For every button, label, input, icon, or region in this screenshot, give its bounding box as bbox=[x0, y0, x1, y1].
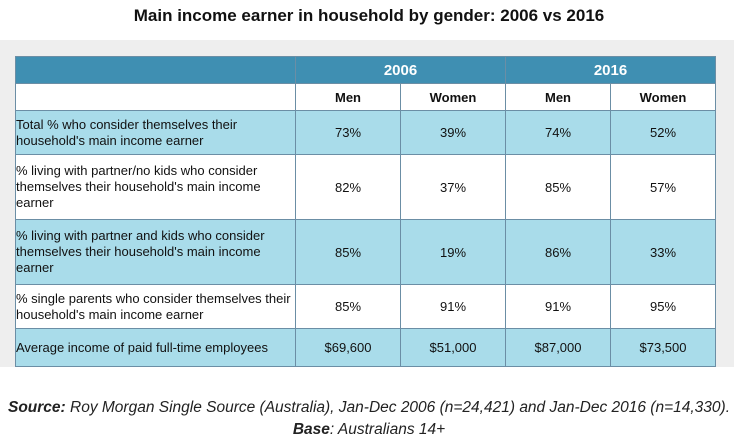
table-cell: $51,000 bbox=[400, 328, 506, 367]
table-row: % living with partner and kids who consi… bbox=[15, 219, 716, 285]
table-cell: 73% bbox=[295, 110, 401, 155]
table-row: % living with partner/no kids who consid… bbox=[15, 154, 716, 220]
row-label: Average income of paid full-time employe… bbox=[15, 328, 296, 367]
table-title: Main income earner in household by gende… bbox=[133, 6, 605, 25]
table-cell: 85% bbox=[505, 154, 611, 220]
gender-header-row: Men Women Men Women bbox=[15, 83, 716, 111]
year-header-row: 2006 2016 bbox=[15, 56, 716, 84]
table-row: Average income of paid full-time employe… bbox=[15, 328, 716, 367]
table-cell: 19% bbox=[400, 219, 506, 285]
row-label: % living with partner/no kids who consid… bbox=[15, 154, 296, 220]
column-header: Women bbox=[610, 83, 716, 111]
table-cell: 37% bbox=[400, 154, 506, 220]
column-header: Women bbox=[400, 83, 506, 111]
table-row: % single parents who consider themselves… bbox=[15, 284, 716, 329]
column-header: Men bbox=[505, 83, 611, 111]
table-cell: $87,000 bbox=[505, 328, 611, 367]
table-cell: 33% bbox=[610, 219, 716, 285]
data-table: 2006 2016 Men Women Men Women Total % wh… bbox=[15, 56, 716, 367]
table-cell: 52% bbox=[610, 110, 716, 155]
table-cell: 91% bbox=[505, 284, 611, 329]
table-cell: 95% bbox=[610, 284, 716, 329]
table-cell: 85% bbox=[295, 284, 401, 329]
table-row: Total % who consider themselves their ho… bbox=[15, 110, 716, 155]
table-cell: 85% bbox=[295, 219, 401, 285]
table-cell: 39% bbox=[400, 110, 506, 155]
table-cell: 57% bbox=[610, 154, 716, 220]
base-text: : Australians 14+ bbox=[329, 421, 446, 438]
header-blank-cell bbox=[15, 56, 296, 84]
table-cell: $73,500 bbox=[610, 328, 716, 367]
table-cell: 74% bbox=[505, 110, 611, 155]
table-cell: $69,600 bbox=[295, 328, 401, 367]
table-cell: 91% bbox=[400, 284, 506, 329]
source-label: Source: bbox=[7, 399, 66, 416]
source-note: Source: Roy Morgan Single Source (Austra… bbox=[0, 397, 738, 441]
row-label: Total % who consider themselves their ho… bbox=[15, 110, 296, 155]
base-label: Base bbox=[292, 421, 330, 438]
row-label: % living with partner and kids who consi… bbox=[15, 219, 296, 285]
year-header-2016: 2016 bbox=[505, 56, 716, 84]
table-cell: 82% bbox=[295, 154, 401, 220]
row-label: % single parents who consider themselves… bbox=[15, 284, 296, 329]
subheader-blank-cell bbox=[15, 83, 296, 111]
table-cell: 86% bbox=[505, 219, 611, 285]
column-header: Men bbox=[295, 83, 401, 111]
year-header-2006: 2006 bbox=[295, 56, 506, 84]
source-text: Roy Morgan Single Source (Australia), Ja… bbox=[65, 399, 731, 416]
